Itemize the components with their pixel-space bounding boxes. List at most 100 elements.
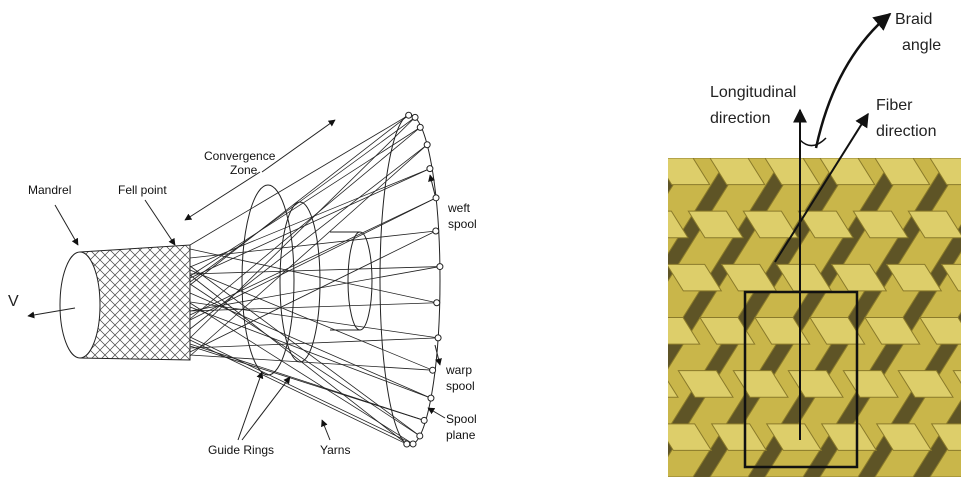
label: Yarns	[320, 443, 350, 457]
spool	[403, 440, 411, 448]
spool	[416, 123, 424, 131]
yarn	[189, 127, 421, 320]
strand	[764, 158, 821, 186]
strand	[687, 210, 744, 239]
strand	[568, 371, 623, 398]
strand	[480, 318, 535, 345]
strand	[557, 264, 612, 291]
label: Longitudinal	[710, 84, 796, 101]
yarn	[189, 274, 408, 445]
label: Mandrel	[28, 183, 71, 197]
label: plane	[446, 428, 476, 442]
label: Fiber	[876, 97, 913, 114]
pointer	[144, 199, 176, 246]
strand	[270, 158, 325, 185]
strand	[709, 158, 766, 186]
strand	[710, 423, 768, 451]
strand	[819, 158, 876, 186]
braid-strands	[270, 158, 961, 477]
strand	[513, 371, 568, 398]
yarn	[189, 144, 428, 330]
strand	[545, 158, 600, 185]
spool	[432, 227, 440, 235]
label: spool	[446, 379, 475, 393]
yarn	[189, 197, 437, 316]
yarn	[189, 230, 436, 353]
pointer	[434, 344, 442, 366]
yarn	[189, 306, 432, 399]
pointer	[184, 171, 261, 221]
strand	[612, 264, 667, 291]
strand	[602, 424, 657, 451]
spool	[433, 299, 441, 307]
yarn	[189, 114, 409, 286]
pointer	[237, 371, 264, 441]
strand	[699, 317, 756, 345]
strand	[852, 210, 909, 239]
pointer	[427, 407, 446, 419]
strand	[864, 317, 921, 345]
strand	[919, 317, 961, 345]
yarn	[189, 266, 440, 275]
strand	[600, 158, 655, 185]
yarn	[189, 266, 440, 312]
spool	[423, 141, 431, 149]
spool	[426, 165, 434, 173]
strand	[668, 210, 689, 239]
spool	[432, 194, 440, 202]
label: warp	[445, 363, 472, 377]
label: Zone	[230, 163, 258, 177]
spool	[405, 111, 413, 119]
strand	[447, 264, 502, 291]
spool	[427, 394, 435, 402]
spool	[429, 366, 437, 374]
spool	[411, 113, 419, 121]
strand	[490, 158, 545, 185]
yarn	[189, 265, 421, 437]
fiber-arrow	[774, 112, 869, 263]
strand	[668, 158, 711, 186]
strand	[754, 317, 811, 345]
label: weft	[447, 201, 471, 215]
yarn	[189, 302, 437, 312]
label: direction	[876, 123, 936, 140]
strand	[502, 264, 557, 291]
yarn	[189, 144, 428, 357]
strand	[492, 424, 547, 451]
pointer	[261, 119, 336, 173]
spool	[434, 334, 442, 342]
yarn	[189, 230, 436, 259]
strand	[897, 370, 954, 398]
spool	[409, 440, 417, 448]
braid-angle-arrow	[814, 12, 892, 149]
pointer	[54, 204, 79, 246]
label: Guide Rings	[208, 443, 274, 457]
strand	[668, 263, 723, 292]
strand	[668, 317, 701, 345]
yarn	[189, 339, 407, 445]
yarn	[189, 337, 439, 349]
yarn-lines	[189, 111, 444, 448]
guide-ring	[279, 201, 321, 363]
strand	[590, 318, 645, 345]
strand	[809, 317, 866, 345]
strand	[380, 158, 618, 477]
yarn	[189, 292, 432, 399]
yarn	[189, 248, 437, 304]
strand	[742, 210, 799, 239]
strand	[677, 370, 734, 398]
strand	[668, 423, 713, 451]
pointer	[321, 419, 331, 441]
strand	[907, 210, 961, 239]
braiding-machine-diagram: Mandrel Fell point Convergence Zone weft…	[8, 111, 477, 457]
yarn	[189, 302, 414, 445]
strand	[952, 370, 961, 384]
strand	[325, 158, 563, 477]
yarn	[189, 168, 431, 279]
guide-ring	[241, 184, 295, 376]
label: Spool	[446, 412, 477, 426]
mandrel-end	[59, 251, 101, 359]
yarn	[189, 197, 437, 321]
strand	[578, 211, 633, 238]
bobbin-end	[347, 231, 373, 331]
